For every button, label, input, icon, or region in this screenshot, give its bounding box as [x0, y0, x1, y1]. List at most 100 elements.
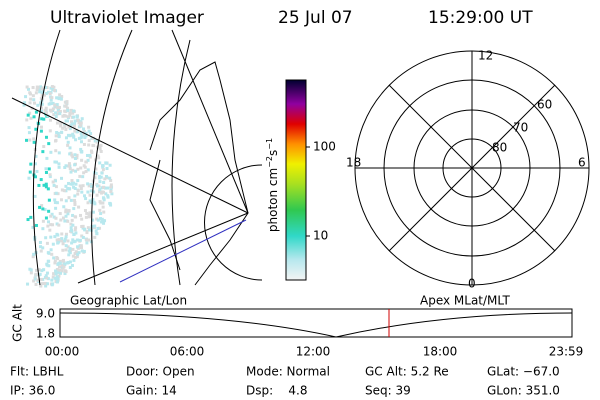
pixel	[72, 134, 76, 138]
pixel	[77, 251, 81, 255]
pixel	[71, 223, 75, 227]
pixel	[66, 239, 70, 243]
pixel	[44, 182, 48, 186]
pixel	[75, 238, 79, 242]
pixel	[98, 217, 102, 221]
pixel	[72, 185, 76, 189]
pixel	[41, 227, 45, 231]
pixel	[104, 192, 108, 196]
pixel	[53, 261, 57, 265]
pixel	[76, 252, 80, 256]
pixel	[63, 104, 67, 108]
pixel	[109, 178, 113, 182]
pixel	[47, 220, 51, 224]
pixel	[42, 268, 46, 272]
pixel	[73, 215, 77, 219]
pixel	[66, 212, 70, 216]
pixel	[85, 211, 89, 215]
pixel	[73, 200, 77, 204]
pixel	[67, 196, 71, 200]
pixel	[31, 225, 35, 229]
pixel	[82, 133, 86, 137]
pixel	[22, 103, 26, 107]
pixel	[60, 269, 64, 273]
mlt-label: 6	[578, 156, 586, 170]
pixel	[108, 176, 112, 180]
pixel	[54, 185, 58, 189]
pixel	[75, 130, 79, 134]
pixel	[72, 115, 76, 119]
pixel	[53, 235, 57, 239]
pixel	[42, 183, 46, 187]
pixel	[84, 160, 88, 164]
pixel	[53, 201, 57, 205]
pixel	[89, 189, 93, 193]
pixel	[70, 179, 74, 183]
pixel	[80, 190, 84, 194]
pixel	[90, 200, 94, 204]
pixel	[55, 222, 59, 226]
pixel	[89, 149, 93, 153]
pixel	[96, 218, 100, 222]
pixel	[32, 137, 36, 141]
pixel	[64, 214, 68, 218]
colorbar-tick-label: 10	[313, 229, 328, 243]
pixel	[98, 161, 102, 165]
pixel	[83, 136, 87, 140]
pixel	[53, 105, 57, 109]
pixel	[40, 94, 44, 98]
pixel	[54, 206, 58, 210]
pixel	[47, 259, 51, 263]
pixel	[49, 223, 53, 227]
pixel	[87, 125, 91, 129]
pixel	[55, 232, 59, 236]
pixel	[72, 240, 76, 244]
pixel	[45, 282, 49, 286]
pixel	[69, 222, 73, 226]
y-axis-label: GC Alt	[11, 304, 25, 342]
pixel	[33, 101, 37, 105]
pixel	[109, 185, 113, 189]
pixel	[77, 205, 81, 209]
pixel	[27, 176, 31, 180]
pixel	[88, 155, 92, 159]
pixel	[63, 125, 67, 129]
pixel	[29, 97, 33, 101]
pixel	[70, 264, 74, 268]
mlat-label: 80	[492, 141, 507, 155]
pixel	[85, 231, 89, 235]
pixel	[78, 184, 82, 188]
pixel	[44, 236, 48, 240]
pixel	[51, 275, 55, 279]
pixel	[48, 118, 52, 122]
pixel	[57, 270, 61, 274]
pixel	[62, 205, 66, 209]
pixel	[60, 237, 64, 241]
pixel	[46, 114, 50, 118]
pixel	[101, 201, 105, 205]
pixel	[101, 196, 105, 200]
pixel	[79, 132, 83, 136]
pixel	[61, 242, 65, 246]
pixel	[38, 240, 42, 244]
pixel	[75, 153, 79, 157]
pixel	[57, 107, 61, 111]
panel-label: Apex MLat/MLT	[420, 294, 510, 308]
pixel	[54, 111, 58, 115]
pixel	[47, 142, 51, 146]
pixel	[73, 194, 77, 198]
pixel	[49, 235, 53, 239]
pixel	[79, 147, 83, 151]
pixel	[51, 101, 55, 105]
pixel	[35, 88, 39, 92]
pixel	[54, 134, 58, 138]
time: 15:29:00 UT	[428, 8, 533, 28]
pixel	[92, 226, 96, 230]
pixel	[64, 189, 68, 193]
pixel	[51, 88, 55, 92]
pixel	[57, 151, 61, 155]
pixel	[91, 143, 95, 147]
pixel	[48, 228, 52, 232]
pixel	[43, 108, 47, 112]
pixel	[53, 198, 57, 202]
